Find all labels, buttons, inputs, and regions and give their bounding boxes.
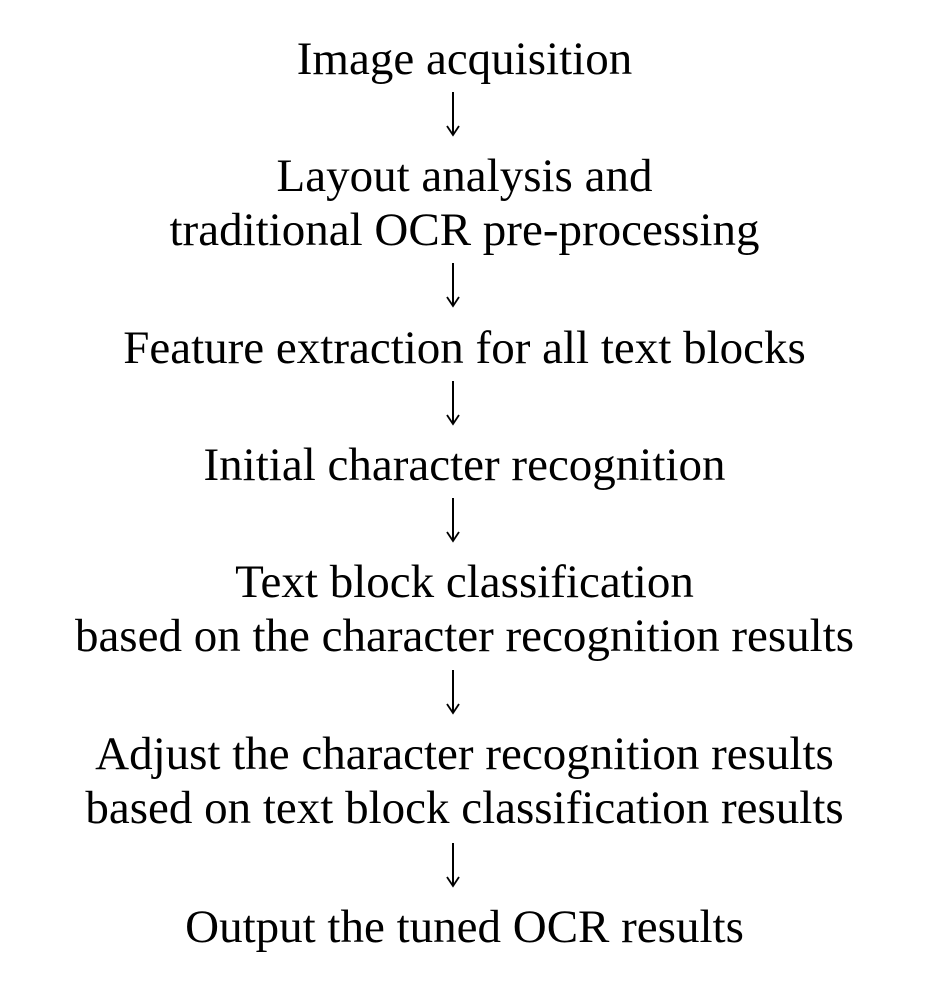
step-6-label-line-2: based on text block classification resul… [85,782,844,834]
step-6-label-line-1: Adjust the character recognition results [95,728,834,780]
step-7-label: Output the tuned OCR results [185,901,744,953]
step-3-label: Feature extraction for all text blocks [123,322,806,374]
step-5-label-line-1: Text block classification [235,556,694,608]
down-arrow-icon [446,498,460,543]
down-arrow-icon [446,381,460,426]
down-arrow-icon [446,843,460,888]
down-arrow-icon [446,92,460,137]
step-1-label: Image acquisition [296,33,633,85]
step-2-label-line-2: traditional OCR pre-processing [169,204,760,256]
down-arrow-icon [446,263,460,308]
down-arrow-icon [446,670,460,715]
step-5-label-line-2: based on the character recognition resul… [74,610,855,662]
step-2-label-line-1: Layout analysis and [276,150,653,202]
step-4-label: Initial character recognition [203,439,726,491]
